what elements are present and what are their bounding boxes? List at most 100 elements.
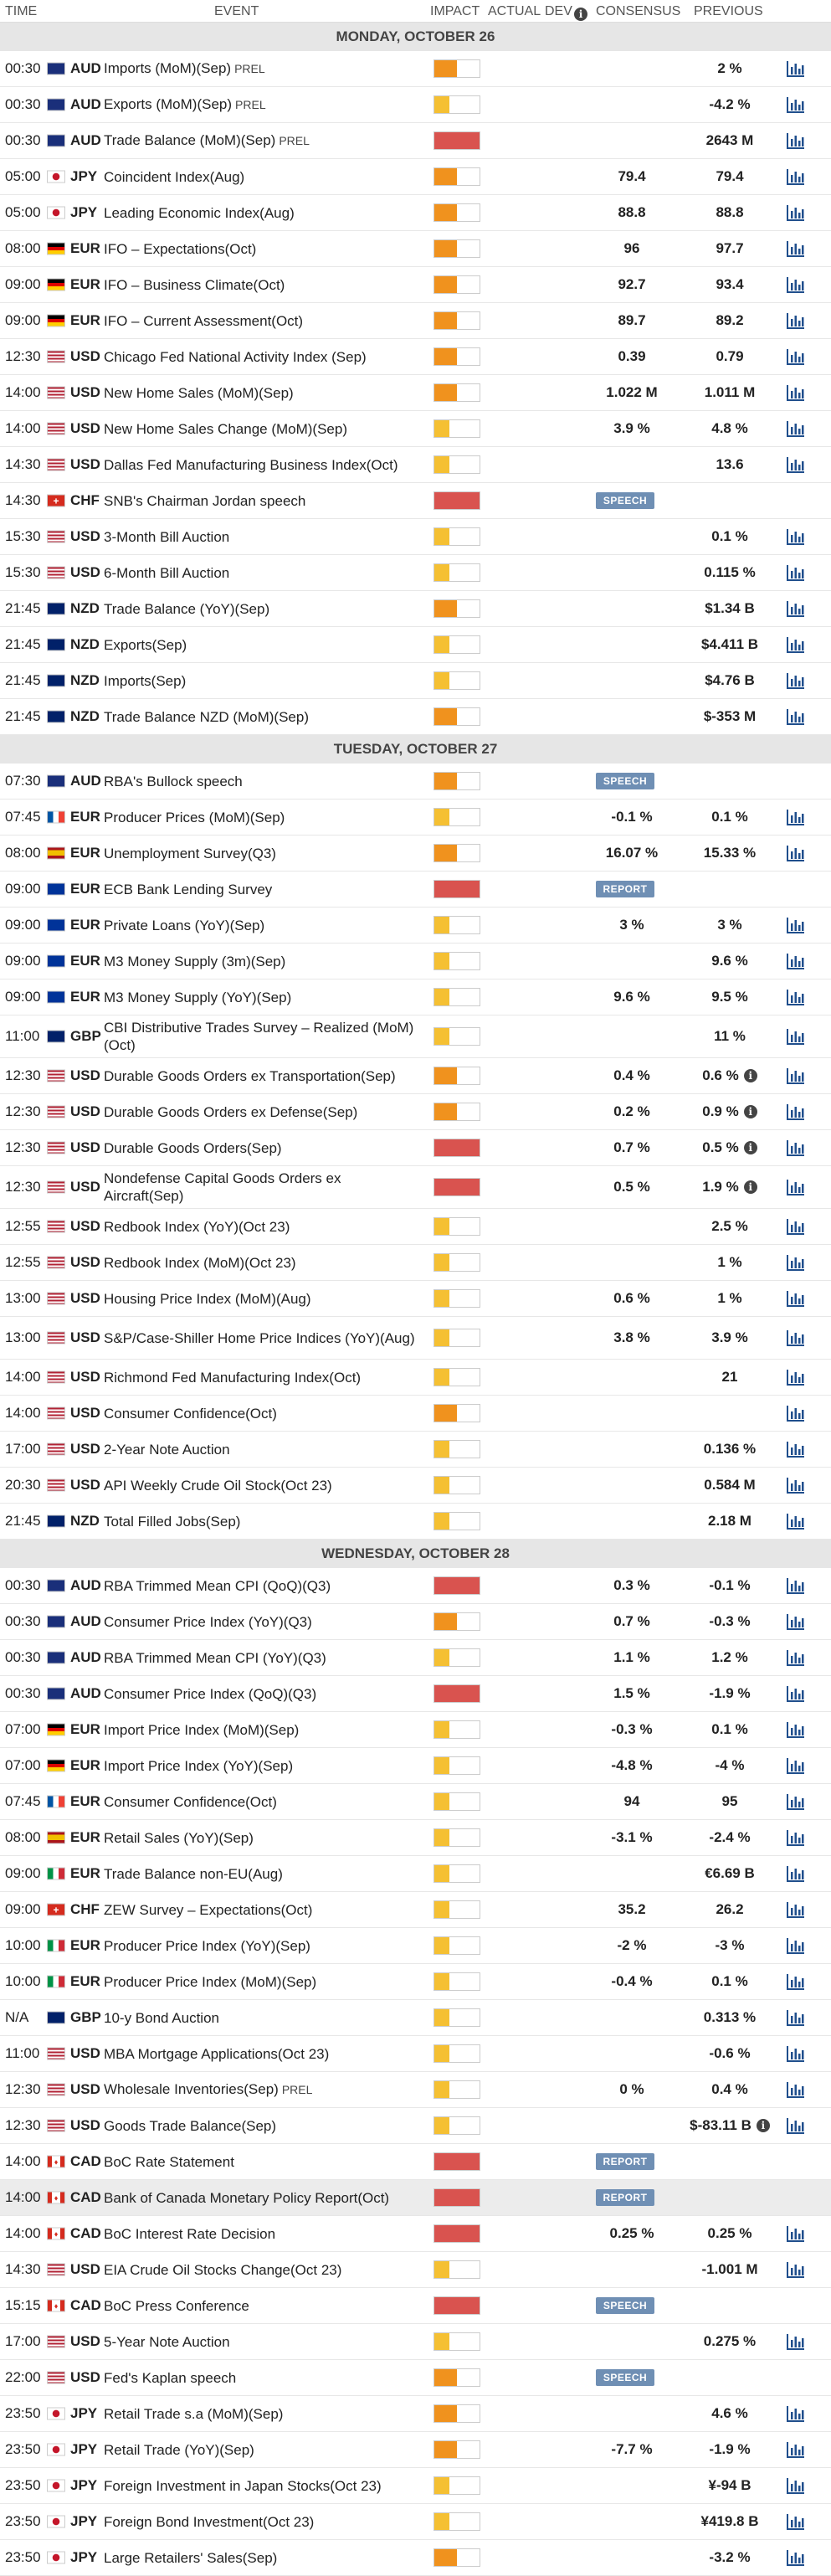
event-title[interactable]: Wholesale Inventories(Sep) xyxy=(104,2081,279,2097)
col-dev[interactable]: DEV xyxy=(545,4,572,18)
event-type-badge[interactable]: SPEECH xyxy=(596,2297,654,2314)
chart-icon[interactable] xyxy=(787,1928,812,1963)
event-name[interactable]: Foreign Bond Investment(Oct 23) xyxy=(104,2504,422,2539)
event-name[interactable]: Exports(Sep) xyxy=(104,627,422,662)
revised-info-icon[interactable]: i xyxy=(743,1105,757,1118)
event-row[interactable]: 09:00 EUR M3 Money Supply (3m)(Sep) 9.6 % xyxy=(0,944,831,979)
chart-icon[interactable] xyxy=(787,2504,812,2539)
event-row[interactable]: 12:30 USD Durable Goods Orders ex Transpor… xyxy=(0,1058,831,1094)
chart-icon[interactable] xyxy=(787,1568,812,1603)
chart-icon[interactable] xyxy=(787,123,812,158)
chart-icon[interactable] xyxy=(787,1281,812,1316)
event-name[interactable]: Leading Economic Index(Aug) xyxy=(104,195,422,230)
event-name[interactable]: IFO – Business Climate(Oct) xyxy=(104,267,422,302)
event-row[interactable]: 07:45 EUR Consumer Confidence(Oct) 94 95 xyxy=(0,1784,831,1820)
event-row[interactable]: 21:45 NZD Trade Balance NZD (MoM)(Sep) $-35… xyxy=(0,699,831,735)
event-name[interactable]: Trade Balance (YoY)(Sep) xyxy=(104,591,422,626)
event-title[interactable]: ECB Bank Lending Survey xyxy=(104,881,273,897)
event-title[interactable]: Consumer Confidence(Oct) xyxy=(104,1793,277,1810)
event-title[interactable]: Import Price Index (MoM)(Sep) xyxy=(104,1721,300,1738)
event-title[interactable]: Nondefense Capital Goods Orders ex Aircr… xyxy=(104,1170,341,1204)
event-title[interactable]: Foreign Investment in Japan Stocks(Oct 2… xyxy=(104,2477,382,2494)
event-name[interactable]: SNB's Chairman Jordan speech xyxy=(104,483,422,518)
event-row[interactable]: 23:50 JPY Foreign Investment in Japan Stoc… xyxy=(0,2468,831,2504)
event-type-badge[interactable]: SPEECH xyxy=(596,773,654,789)
event-title[interactable]: IFO – Current Assessment(Oct) xyxy=(104,312,304,329)
event-name[interactable]: MBA Mortgage Applications(Oct 23) xyxy=(104,2036,422,2071)
chart-icon[interactable] xyxy=(787,2252,812,2287)
chart-icon[interactable] xyxy=(787,699,812,734)
event-name[interactable]: Consumer Confidence(Oct) xyxy=(104,1396,422,1431)
event-title[interactable]: RBA Trimmed Mean CPI (YoY)(Q3) xyxy=(104,1649,326,1666)
event-title[interactable]: Leading Economic Index(Aug) xyxy=(104,204,295,221)
event-title[interactable]: Private Loans (YoY)(Sep) xyxy=(104,917,265,933)
event-name[interactable]: Trade Balance NZD (MoM)(Sep) xyxy=(104,699,422,734)
event-title[interactable]: 5-Year Note Auction xyxy=(104,2333,230,2350)
event-name[interactable]: Large Retailers' Sales(Sep) xyxy=(104,2540,422,2575)
event-title[interactable]: Chicago Fed National Activity Index (Sep… xyxy=(104,348,367,365)
event-name[interactable]: RBA Trimmed Mean CPI (QoQ)(Q3) xyxy=(104,1568,422,1603)
event-row[interactable]: 14:00 USD New Home Sales Change (MoM)(Sep)… xyxy=(0,411,831,447)
event-title[interactable]: EIA Crude Oil Stocks Change(Oct 23) xyxy=(104,2261,342,2278)
chart-icon[interactable] xyxy=(787,1166,812,1208)
chart-icon[interactable] xyxy=(787,1784,812,1819)
col-consensus[interactable]: CONSENSUS xyxy=(596,4,681,18)
event-title[interactable]: IFO – Business Climate(Oct) xyxy=(104,276,285,293)
chart-icon[interactable] xyxy=(787,1130,812,1165)
revised-info-icon[interactable]: i xyxy=(743,1069,757,1082)
event-name[interactable]: Unemployment Survey(Q3) xyxy=(104,836,422,871)
event-title[interactable]: Large Retailers' Sales(Sep) xyxy=(104,2549,278,2566)
event-row[interactable]: 07:45 EUR Producer Prices (MoM)(Sep) -0.1 %… xyxy=(0,800,831,836)
event-title[interactable]: BoC Interest Rate Decision xyxy=(104,2225,276,2242)
event-title[interactable]: Durable Goods Orders(Sep) xyxy=(104,1139,282,1156)
event-row[interactable]: 09:00 EUR IFO – Current Assessment(Oct) 89.… xyxy=(0,303,831,339)
event-title[interactable]: Imports (MoM)(Sep) xyxy=(104,60,232,76)
event-row[interactable]: 14:00 USD Richmond Fed Manufacturing Index… xyxy=(0,1360,831,1396)
chart-icon[interactable] xyxy=(787,1748,812,1783)
revised-info-icon[interactable]: i xyxy=(743,1141,757,1154)
chart-icon[interactable] xyxy=(787,375,812,410)
event-name[interactable]: Consumer Price Index (QoQ)(Q3) xyxy=(104,1676,422,1711)
event-name[interactable]: Import Price Index (MoM)(Sep) xyxy=(104,1712,422,1747)
event-title[interactable]: Redbook Index (YoY)(Oct 23) xyxy=(104,1218,290,1235)
event-title[interactable]: Housing Price Index (MoM)(Aug) xyxy=(104,1290,311,1307)
event-title[interactable]: M3 Money Supply (3m)(Sep) xyxy=(104,953,286,969)
chart-icon[interactable] xyxy=(787,627,812,662)
event-row[interactable]: 07:00 EUR Import Price Index (YoY)(Sep) -4.… xyxy=(0,1748,831,1784)
event-title[interactable]: Trade Balance non-EU(Aug) xyxy=(104,1865,283,1882)
chart-icon[interactable] xyxy=(787,1640,812,1675)
event-title[interactable]: BoC Press Conference xyxy=(104,2297,249,2314)
revised-info-icon[interactable]: i xyxy=(743,1180,757,1194)
chart-icon[interactable] xyxy=(787,800,812,835)
chart-icon[interactable] xyxy=(787,51,812,86)
event-name[interactable]: Fed's Kaplan speech xyxy=(104,2360,422,2395)
event-type-badge[interactable]: REPORT xyxy=(596,2189,654,2206)
event-name[interactable]: Exports (MoM)(Sep) PREL xyxy=(104,87,422,122)
chart-icon[interactable] xyxy=(787,303,812,338)
chart-icon[interactable] xyxy=(787,447,812,482)
chart-icon[interactable] xyxy=(787,663,812,698)
event-name[interactable]: Producer Price Index (MoM)(Sep) xyxy=(104,1964,422,1999)
chart-icon[interactable] xyxy=(787,1504,812,1539)
event-row[interactable]: 14:00 ♦ CAD BoC Interest Rate Decision 0.25 … xyxy=(0,2216,831,2252)
chart-icon[interactable] xyxy=(787,519,812,554)
event-row[interactable]: 10:00 EUR Producer Price Index (MoM)(Sep) -… xyxy=(0,1964,831,2000)
event-row[interactable]: 23:50 JPY Retail Trade s.a (MoM)(Sep) 4.6 % xyxy=(0,2396,831,2432)
chart-icon[interactable] xyxy=(787,1015,812,1057)
event-row[interactable]: 12:55 USD Redbook Index (MoM)(Oct 23) 1 % xyxy=(0,1245,831,1281)
chart-icon[interactable] xyxy=(787,2540,812,2575)
chart-icon[interactable] xyxy=(787,836,812,871)
event-row[interactable]: 09:00 EUR ECB Bank Lending Survey REPORT xyxy=(0,872,831,908)
event-title[interactable]: Producer Prices (MoM)(Sep) xyxy=(104,809,285,825)
event-name[interactable]: Durable Goods Orders ex Transportation(S… xyxy=(104,1058,422,1093)
chart-icon[interactable] xyxy=(787,267,812,302)
event-name[interactable]: New Home Sales (MoM)(Sep) xyxy=(104,375,422,410)
event-title[interactable]: Exports (MoM)(Sep) xyxy=(104,96,233,112)
event-title[interactable]: Trade Balance NZD (MoM)(Sep) xyxy=(104,708,309,725)
event-row[interactable]: 23:50 JPY Foreign Bond Investment(Oct 23) ¥… xyxy=(0,2504,831,2540)
event-title[interactable]: Consumer Confidence(Oct) xyxy=(104,1405,277,1422)
col-impact[interactable]: IMPACT xyxy=(430,4,480,18)
event-row[interactable]: 08:00 EUR Retail Sales (YoY)(Sep) -3.1 % -2.… xyxy=(0,1820,831,1856)
event-row[interactable]: 14:00 USD New Home Sales (MoM)(Sep) 1.022 M… xyxy=(0,375,831,411)
event-name[interactable]: API Weekly Crude Oil Stock(Oct 23) xyxy=(104,1468,422,1503)
